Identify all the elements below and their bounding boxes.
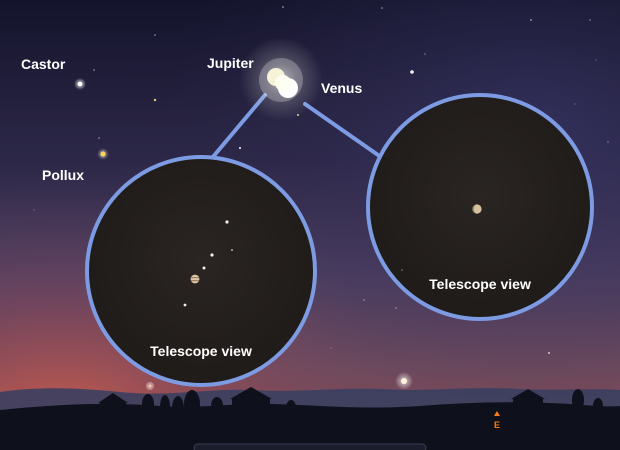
bottom-panel-edge <box>193 443 427 450</box>
label-venus: Venus <box>321 80 362 96</box>
background-stars <box>33 6 609 354</box>
moon-dot <box>202 266 206 270</box>
foreground-ground <box>0 402 620 450</box>
telescope-inset-jupiter <box>85 155 317 387</box>
star-pollux <box>97 148 109 160</box>
inset-title-venus: Telescope view <box>429 276 531 292</box>
label-pollux: Pollux <box>42 167 84 183</box>
moon-dot <box>225 220 229 224</box>
inset-title-jupiter: Telescope view <box>150 343 252 359</box>
moon-dot <box>210 253 214 257</box>
label-jupiter: Jupiter <box>207 55 254 71</box>
jupiter-disc <box>190 274 200 284</box>
jupiter-venus-pair <box>239 37 323 121</box>
moon-dot <box>231 249 233 251</box>
moon-dot <box>183 303 187 307</box>
compass-marker: E <box>494 411 500 430</box>
label-castor: Castor <box>21 56 66 72</box>
telescope-inset-venus <box>366 93 594 321</box>
compass-direction-label: E <box>494 420 500 430</box>
bright-star-horizon <box>395 372 413 390</box>
venus-disc <box>472 204 482 214</box>
reddish-star-horizon <box>146 382 154 390</box>
silhouettes <box>98 387 603 422</box>
star-castor <box>74 78 86 90</box>
connector-line-venus <box>303 102 380 157</box>
